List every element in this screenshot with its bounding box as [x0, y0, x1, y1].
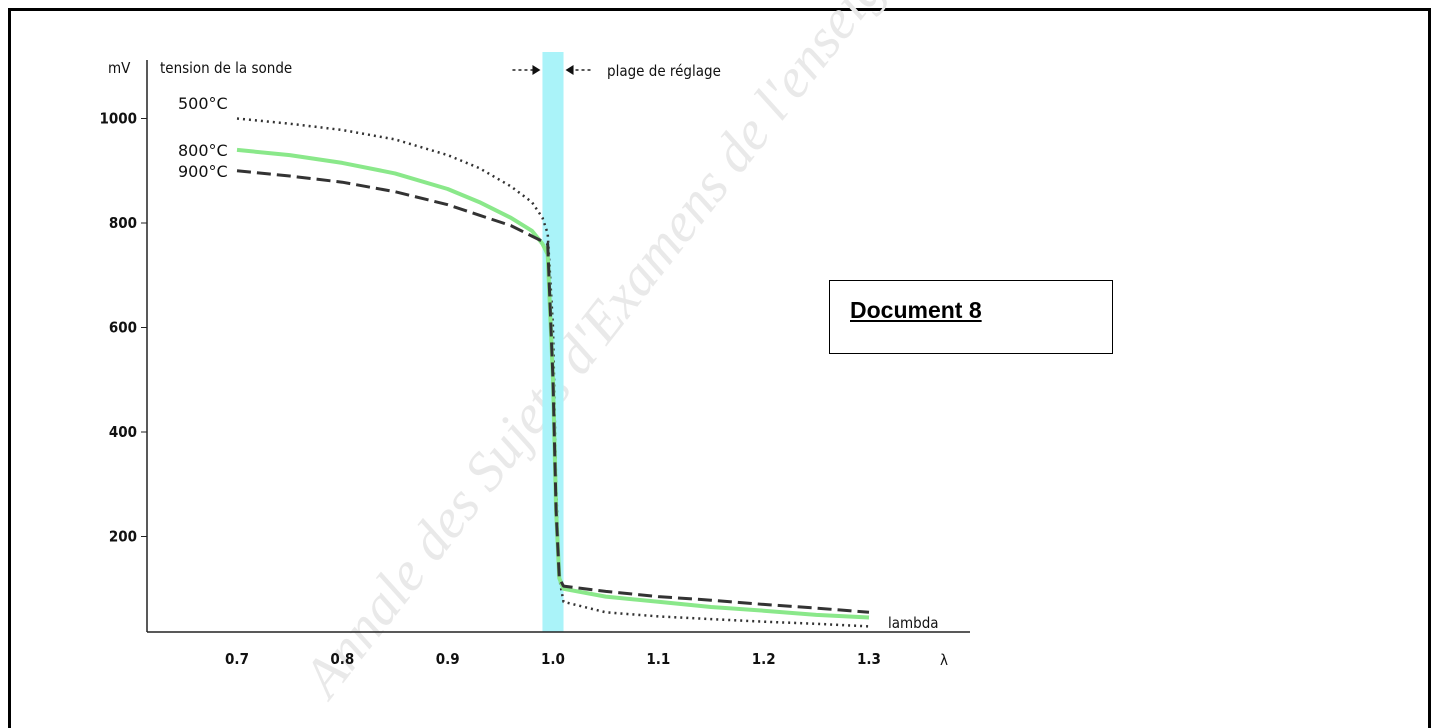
band-arrows: [512, 65, 594, 75]
x-tick-label: 1.2: [752, 650, 776, 668]
series-line-900: [236, 169, 870, 614]
x-tick-label: 1.0: [541, 650, 565, 668]
series-label-500: 500°C: [178, 94, 228, 113]
axes: 200 400 600 800 1000 0.7 0.8 0.9 1.0 1.1 1.2 1.3: [99, 60, 970, 668]
labels-layer: mV tension de la sonde lambda λ plage de…: [108, 59, 948, 669]
y-axis-unit: mV: [108, 59, 131, 77]
y-tick-label: 800: [109, 214, 137, 232]
x-tick-label: 1.3: [857, 650, 881, 668]
watermark-text: Annale des Sujets d'Examens de l'enseign…: [289, 0, 996, 711]
document-frame: [8, 8, 1431, 728]
y-axis-label: tension de la sonde: [160, 59, 292, 77]
series-label-800: 800°C: [178, 141, 228, 160]
band-arrow-left-head: [532, 65, 541, 75]
series-layer: 500°C 800°C 900°C: [178, 94, 870, 628]
x-tick-label: 0.9: [436, 650, 460, 668]
y-tick-label: 600: [109, 319, 137, 337]
y-tick-label: 400: [109, 423, 137, 441]
x-tick-label: 0.8: [330, 650, 354, 668]
band-label: plage de réglage: [607, 62, 721, 80]
band-arrow-right-head: [565, 65, 574, 75]
x-axis-label: lambda: [888, 614, 939, 632]
x-tick-label: 1.1: [646, 650, 670, 668]
series-label-900: 900°C: [178, 162, 228, 181]
y-tick-label: 1000: [99, 110, 137, 128]
y-tick-label: 200: [109, 528, 137, 546]
document-title: Document 8: [850, 297, 982, 323]
x-axis-symbol: λ: [940, 651, 948, 669]
document-label-box: Document 8: [829, 280, 1113, 354]
series-line-500: [236, 117, 870, 628]
series-line-800: [236, 147, 870, 620]
x-tick-label: 0.7: [225, 650, 249, 668]
